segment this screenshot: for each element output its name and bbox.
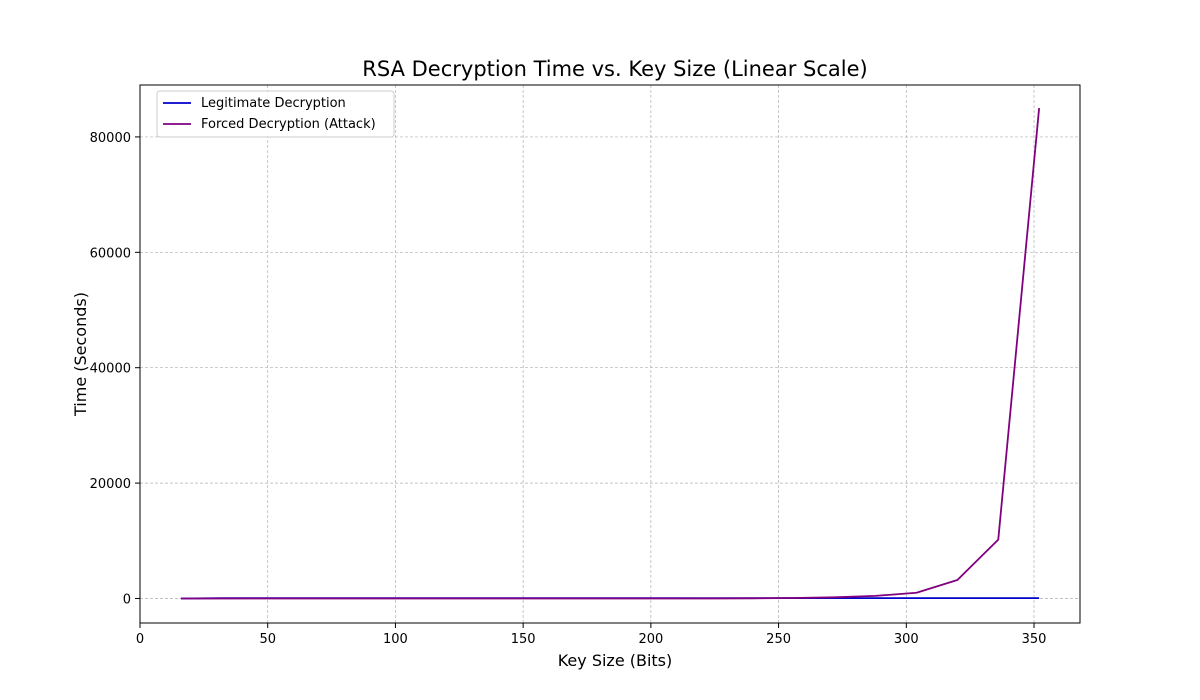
legend-label-0: Legitimate Decryption [201,96,346,111]
chart-title: RSA Decryption Time vs. Key Size (Linear… [362,57,867,81]
x-tick-label: 250 [766,632,791,647]
y-axis-label: Time (Seconds) [71,292,90,417]
x-tick-label: 100 [383,632,408,647]
y-tick-label: 80000 [90,131,131,146]
series-line-1 [180,107,1041,600]
y-axis-ticks: 0 20000 40000 60000 80000 [90,131,140,607]
x-axis-label: Key Size (Bits) [558,651,673,670]
plot-area-frame [139,84,1081,624]
x-tick-label: 200 [638,632,663,647]
x-tick-label: 0 [136,632,144,647]
x-tick-label: 300 [894,632,919,647]
y-tick-label: 40000 [90,362,131,377]
legend: Legitimate Decryption Forced Decryption (… [156,90,395,138]
series-layer [180,107,1041,600]
x-tick-label: 150 [511,632,536,647]
x-tick-label: 50 [259,632,276,647]
x-tick-label: 350 [1022,632,1047,647]
legend-box [156,90,395,138]
legend-label-1: Forced Decryption (Attack) [201,117,376,132]
x-axis-ticks: 0 50 100 150 200 250 300 350 [136,623,1047,647]
y-tick-label: 0 [123,592,131,607]
grid-layer [139,85,1080,623]
y-tick-label: 20000 [90,477,131,492]
y-tick-label: 60000 [90,246,131,261]
